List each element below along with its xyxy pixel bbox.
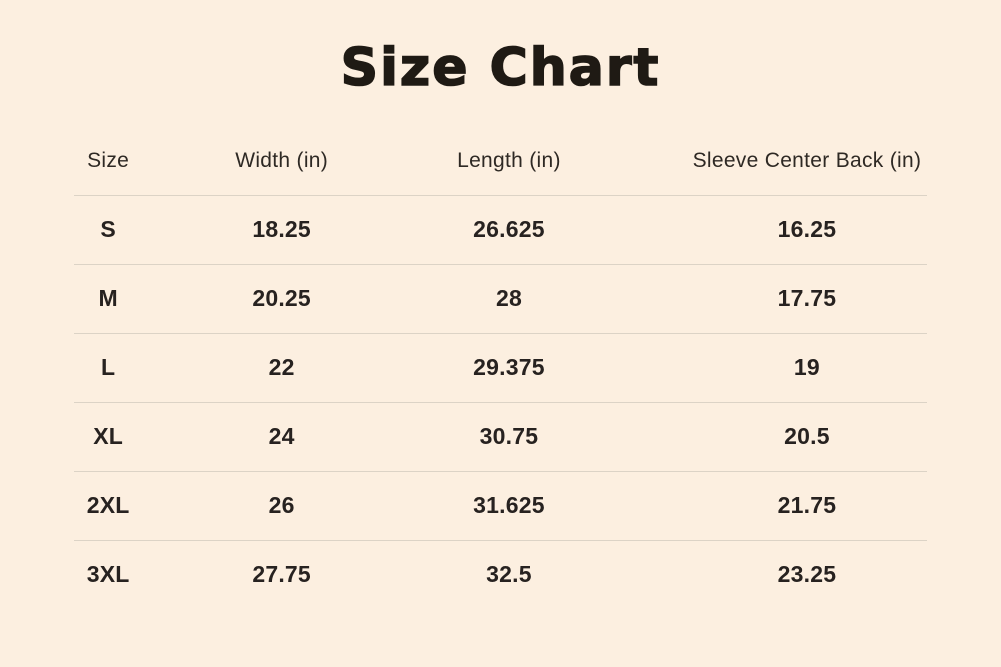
width-cell: 18.25: [142, 195, 382, 265]
column-header-width: Width (in): [142, 127, 382, 196]
table-row-xl: XL 24 30.75 20.5: [74, 402, 927, 472]
size-cell: XL: [74, 402, 143, 472]
length-cell: 29.375: [381, 333, 603, 403]
sleeve-cell: 16.25: [602, 195, 927, 265]
column-header-size: Size: [74, 127, 143, 196]
table-row-s: S 18.25 26.625 16.25: [74, 195, 927, 265]
table-row-3xl: 3XL 27.75 32.5 23.25: [74, 540, 927, 609]
length-cell: 26.625: [381, 195, 603, 265]
size-chart-page: Size Chart Size Width (in) Length (in) S…: [0, 36, 1001, 667]
column-header-sleeve: Sleeve Center Back (in): [602, 127, 927, 196]
table-row-2xl: 2XL 26 31.625 21.75: [74, 471, 927, 541]
width-cell: 26: [142, 471, 382, 541]
width-cell: 22: [142, 333, 382, 403]
length-cell: 32.5: [486, 561, 532, 588]
table-row-l: L 22 29.375 19: [74, 333, 927, 403]
length-cell: 28: [381, 264, 603, 334]
width-cell: 24: [142, 402, 382, 472]
sleeve-cell: 17.75: [602, 264, 927, 334]
sleeve-cell: 21.75: [602, 471, 927, 541]
size-cell: S: [74, 195, 143, 265]
sleeve-cell: 23.25: [777, 561, 837, 588]
sleeve-cell: 19: [602, 333, 927, 403]
length-cell: 31.625: [381, 471, 603, 541]
length-cell: 30.75: [381, 402, 603, 472]
sleeve-cell: 20.5: [602, 402, 927, 472]
width-cell: 27.75: [252, 561, 311, 588]
column-header-length: Length (in): [381, 127, 603, 196]
size-cell: 3XL: [86, 561, 130, 588]
page-title: Size Chart: [340, 37, 661, 99]
size-cell: L: [74, 333, 143, 403]
table-row-m: M 20.25 28 17.75: [74, 264, 927, 334]
size-chart-table: Size Width (in) Length (in) Sleeve Cente…: [74, 127, 927, 609]
size-cell: 2XL: [74, 471, 143, 541]
width-cell: 20.25: [142, 264, 382, 334]
size-cell: M: [74, 264, 143, 334]
table-header-row: Size Width (in) Length (in) Sleeve Cente…: [74, 127, 927, 196]
